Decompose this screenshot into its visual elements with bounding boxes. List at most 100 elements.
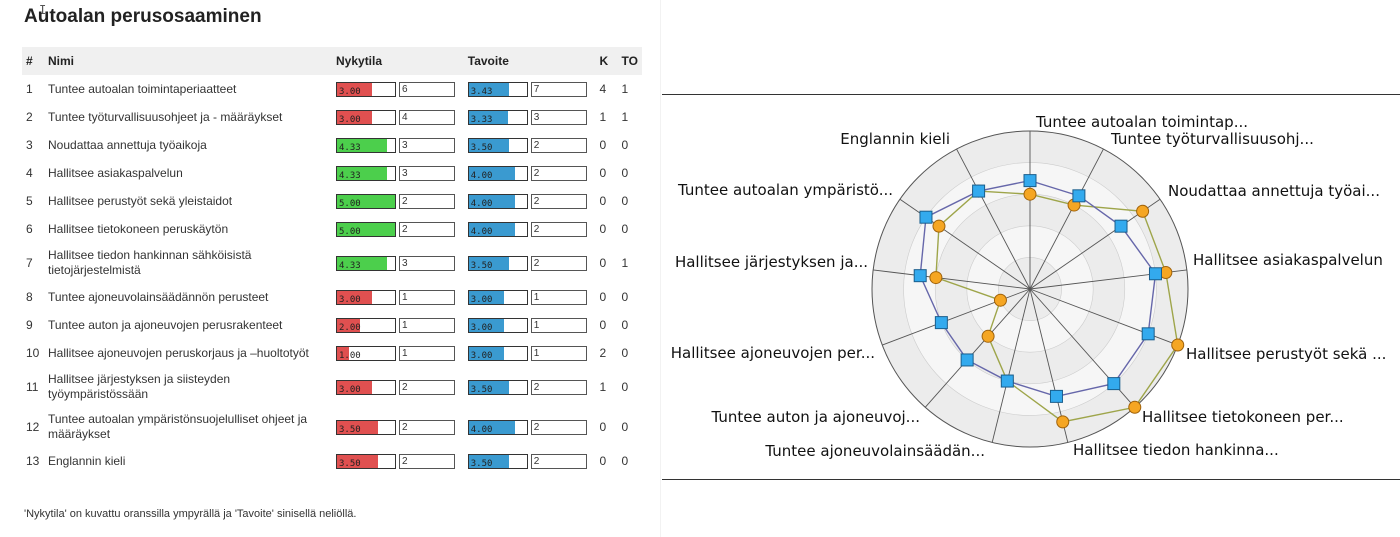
target-point: [1049, 389, 1063, 403]
k-count: 0: [599, 222, 607, 236]
target-count-input[interactable]: 2: [530, 221, 587, 237]
target-value: 3.00: [470, 350, 493, 361]
current-level-bar: 5.00: [336, 193, 396, 209]
radar-axis-label: Hallitsee ajoneuvojen per...: [671, 344, 875, 362]
radar-axis-label: Hallitsee tiedon hankinna...: [1073, 441, 1279, 459]
target-point: [1148, 267, 1162, 281]
current-level-bar: 3.00: [336, 81, 396, 97]
table-row: 3 Noudattaa annettuja työaikoja 4.33 3 3.50 2…: [22, 131, 642, 159]
target-count-input[interactable]: 2: [530, 453, 587, 469]
to-count: 1: [621, 256, 629, 270]
to-count: 0: [621, 420, 629, 434]
current-point: [1136, 204, 1150, 218]
radar-axis-label: Noudattaa annettuja työai...: [1168, 182, 1380, 200]
table-row: 12 Tuntee autoalan ympäristönsuojelullise…: [22, 407, 642, 447]
to-count: 1: [621, 82, 629, 96]
target-value: 3.33: [470, 114, 493, 125]
table-row: 11 Hallitsee järjestyksen ja siisteyden t…: [22, 367, 642, 407]
target-level-bar: 3.00: [467, 345, 528, 361]
current-count-input[interactable]: 2: [399, 379, 455, 395]
row-number: 13: [26, 454, 40, 468]
target-cell: 3.50 2: [464, 131, 596, 159]
current-point: [993, 293, 1007, 307]
target-count-input[interactable]: 3: [530, 109, 587, 125]
current-count-input[interactable]: 3: [399, 165, 455, 181]
to-count: 0: [621, 380, 629, 394]
target-point: [960, 353, 974, 367]
target-cell: 3.43 7: [464, 75, 596, 103]
target-count-input[interactable]: 2: [530, 379, 587, 395]
skill-name: Tuntee auton ja ajoneuvojen perusrakente…: [48, 317, 283, 332]
current-level-bar: 4.33: [336, 137, 396, 153]
radar-axis-label: Tuntee auton ja ajoneuvoj...: [711, 408, 920, 426]
to-count: 0: [621, 166, 629, 180]
current-value: 4.33: [339, 142, 361, 153]
current-count-input[interactable]: 1: [399, 345, 455, 361]
current-level-bar: 3.00: [336, 109, 396, 125]
target-count-input[interactable]: 1: [530, 289, 587, 305]
current-count-input[interactable]: 1: [399, 317, 455, 333]
current-count-input[interactable]: 3: [399, 137, 455, 153]
k-count: 1: [599, 380, 607, 394]
target-level-bar: 4.00: [467, 165, 528, 181]
table-row: 10 Hallitsee ajoneuvojen peruskorjaus ja …: [22, 339, 642, 367]
row-number: 3: [26, 138, 33, 152]
radar-axis-label: Tuntee autoalan ympäristö...: [677, 181, 893, 199]
k-count: 0: [599, 256, 607, 270]
target-point: [919, 210, 933, 224]
target-level-bar: 3.00: [467, 317, 528, 333]
target-count-input[interactable]: 2: [530, 255, 587, 271]
k-count: 2: [599, 346, 607, 360]
current-count-input[interactable]: 2: [399, 193, 455, 209]
target-count-input[interactable]: 2: [530, 165, 587, 181]
target-value: 3.43: [470, 86, 493, 97]
radar-axis-label: Tuntee autoalan toimintap...: [1035, 113, 1248, 131]
current-count-input[interactable]: 2: [399, 221, 455, 237]
current-point: [1056, 415, 1070, 429]
target-count-input[interactable]: 1: [530, 317, 587, 333]
current-count-input[interactable]: 2: [399, 419, 455, 435]
radar-axis-label: Hallitsee tietokoneen per...: [1142, 408, 1344, 426]
target-cell: 3.33 3: [464, 103, 596, 131]
current-cell: 2.00 1: [332, 311, 464, 339]
current-level-bar: 5.00: [336, 221, 396, 237]
target-value: 3.50: [470, 458, 493, 469]
skill-name: Hallitsee tietokoneen peruskäytön: [48, 221, 229, 236]
current-value: 3.00: [339, 114, 361, 125]
target-point: [972, 184, 986, 198]
current-count-input[interactable]: 6: [399, 81, 455, 97]
current-count-input[interactable]: 1: [399, 289, 455, 305]
skill-name: Englannin kieli: [48, 453, 126, 468]
skill-name: Hallitsee järjestyksen ja siisteyden työ…: [48, 372, 231, 401]
skill-name: Hallitsee asiakaspalvelun: [48, 165, 183, 180]
to-count: 0: [621, 318, 629, 332]
header-to: TO: [617, 47, 642, 75]
radar-axis-label: Tuntee ajoneuvolainsäädän...: [764, 442, 985, 460]
skill-name: Hallitsee perustyöt sekä yleistaidot: [48, 193, 233, 208]
to-count: 0: [621, 346, 629, 360]
row-number: 6: [26, 222, 33, 236]
current-level-bar: 1.00: [336, 345, 396, 361]
current-count-input[interactable]: 3: [399, 255, 455, 271]
current-count-input[interactable]: 2: [399, 453, 455, 469]
k-count: 0: [599, 290, 607, 304]
target-count-input[interactable]: 2: [530, 193, 587, 209]
current-value: 3.00: [339, 384, 361, 395]
target-count-input[interactable]: 7: [530, 81, 587, 97]
target-count-input[interactable]: 1: [530, 345, 587, 361]
current-value: 1.00: [339, 350, 361, 361]
current-value: 5.00: [339, 226, 361, 237]
target-count-input[interactable]: 2: [530, 137, 587, 153]
current-cell: 4.33 3: [332, 131, 464, 159]
current-value: 4.33: [339, 170, 361, 181]
k-count: 0: [599, 318, 607, 332]
row-number: 5: [26, 194, 33, 208]
header-name: Nimi: [44, 47, 332, 75]
current-count-input[interactable]: 4: [399, 109, 455, 125]
panel-divider: [660, 0, 661, 537]
skill-name: Tuntee autoalan toimintaperiaatteet: [48, 81, 237, 96]
current-level-bar: 2.00: [336, 317, 396, 333]
current-cell: 5.00 2: [332, 215, 464, 243]
target-count-input[interactable]: 2: [530, 419, 587, 435]
target-cell: 4.00 2: [464, 187, 596, 215]
